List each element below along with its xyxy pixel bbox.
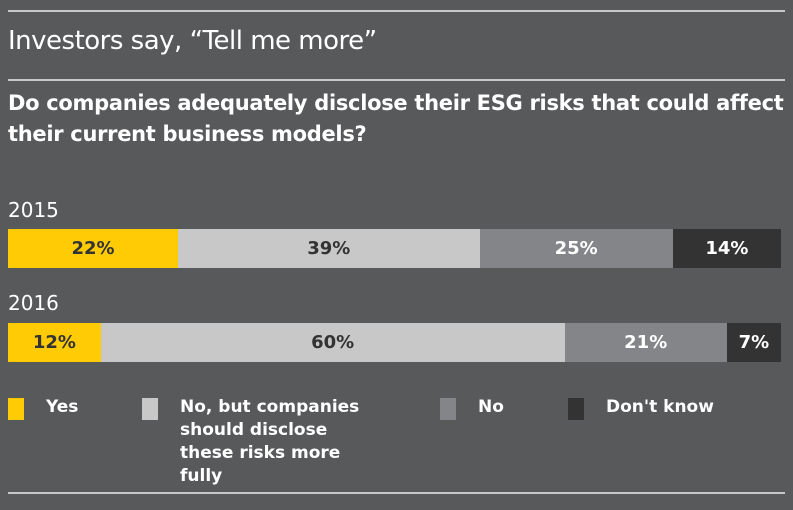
data-label: 12%: [32, 332, 76, 353]
bar-segment-2015-yes: 22%: [8, 229, 179, 268]
bar-2016: 12% 60% 21% 7%: [8, 323, 781, 362]
legend-swatch: [440, 398, 456, 420]
bar-segment-2016-no: 60%: [100, 323, 565, 362]
legend-label: Yes: [46, 397, 79, 417]
data-label: 7%: [738, 332, 770, 353]
bar-segment-2015-no: 25%: [479, 229, 673, 268]
bottom-rule: [8, 492, 785, 494]
legend-swatch: [8, 398, 24, 420]
bar-2015: 22% 39% 25% 14%: [8, 229, 781, 268]
chart-subtitle: Do companies adequately disclose their E…: [8, 91, 784, 146]
data-label: 22%: [71, 238, 115, 259]
legend-label: No, but companies should disclose these …: [180, 397, 360, 486]
bar-segment-2016-no: 21%: [564, 323, 727, 362]
data-label: 14%: [705, 238, 749, 259]
bar-segment-2015-don-t-know: 14%: [672, 229, 781, 268]
top-rule: [8, 10, 785, 12]
chart-title: Investors say, “Tell me more”: [8, 26, 377, 56]
legend-swatch: [142, 398, 158, 420]
year-label-2015: 2015: [8, 198, 59, 222]
data-label: 25%: [554, 238, 598, 259]
data-label: 39%: [307, 238, 351, 259]
legend-label: Don't know: [606, 397, 714, 417]
data-label: 60%: [311, 332, 355, 353]
data-label: 21%: [624, 332, 668, 353]
legend-swatch: [568, 398, 584, 420]
year-label-2016: 2016: [8, 291, 59, 315]
bar-segment-2015-no: 39%: [178, 229, 480, 268]
bar-segment-2016-yes: 12%: [8, 323, 101, 362]
legend-label: No: [478, 397, 504, 417]
title-rule: [8, 79, 785, 81]
bar-segment-2016-don-t-know: 7%: [726, 323, 781, 362]
